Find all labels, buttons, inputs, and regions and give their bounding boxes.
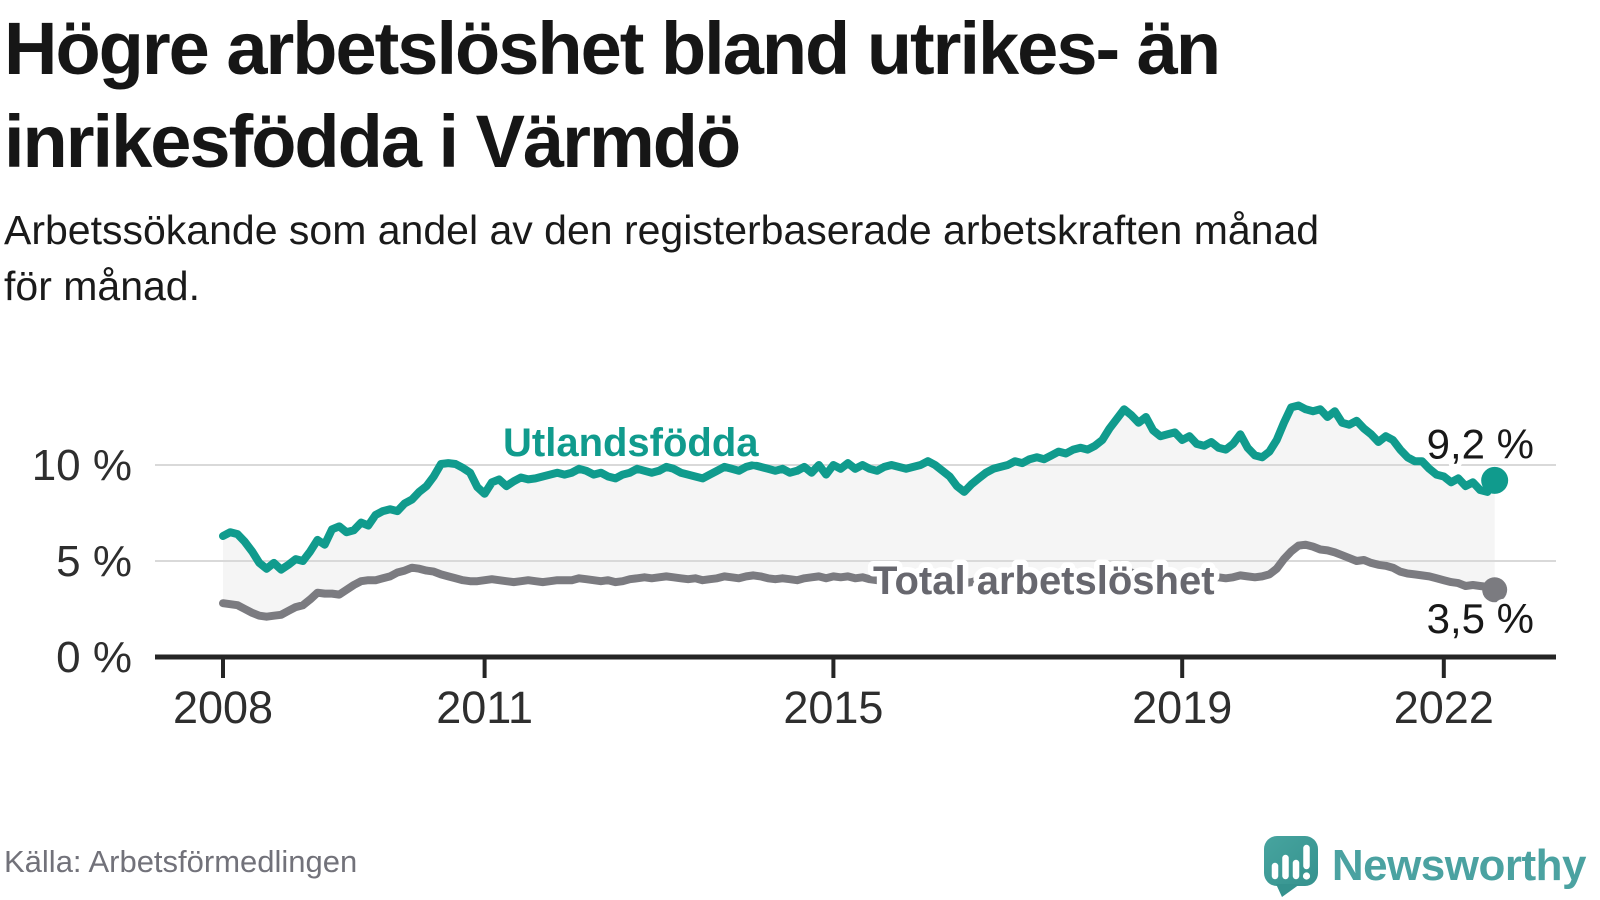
end-dot-total xyxy=(1482,577,1508,603)
y-tick-label-5pct: 5 % xyxy=(56,537,132,586)
logo-bubble xyxy=(1263,836,1318,886)
logo-bubble-tail xyxy=(1275,884,1300,897)
x-tick-label-2008: 2008 xyxy=(173,682,273,733)
chart-subtitle: Arbetssökande som andel av den registerb… xyxy=(4,202,1319,314)
band-between-series xyxy=(223,405,1495,617)
x-tick-label-2019: 2019 xyxy=(1132,682,1232,733)
page-title: Högre arbetslöshet bland utrikes- än inr… xyxy=(4,2,1221,188)
title-line-2: inrikesfödda i Värmdö xyxy=(4,100,741,183)
end-value-utlandsfodda: 9,2 % xyxy=(1427,420,1534,467)
newsworthy-logo: Newsworthy xyxy=(1262,834,1587,898)
end-dot-utlandsfodda xyxy=(1481,466,1509,494)
newsworthy-logo-icon xyxy=(1263,836,1318,897)
end-value-total: 3,5 % xyxy=(1427,595,1534,642)
series-label-utlandsfodda: Utlandsfödda xyxy=(503,421,759,465)
x-tick-label-2022: 2022 xyxy=(1394,682,1494,733)
series-label-total: Total arbetslöshet xyxy=(873,559,1215,603)
source-note: Källa: Arbetsförmedlingen xyxy=(4,844,358,879)
logo-exclamation-dot xyxy=(1302,872,1310,880)
y-tick-label-10pct: 10 % xyxy=(32,441,132,490)
brand-name: Newsworthy xyxy=(1331,841,1587,890)
title-line-1: Högre arbetslöshet bland utrikes- än xyxy=(4,7,1221,90)
series-line-0 xyxy=(219,401,1499,574)
y-tick-label-0pct: 0 % xyxy=(56,633,132,682)
series-line-1 xyxy=(219,540,1499,621)
subtitle-line-2: för månad. xyxy=(4,263,200,309)
x-tick-label-2015: 2015 xyxy=(783,682,883,733)
subtitle-line-1: Arbetssökande som andel av den registerb… xyxy=(4,207,1320,253)
x-tick-label-2011: 2011 xyxy=(436,682,533,733)
